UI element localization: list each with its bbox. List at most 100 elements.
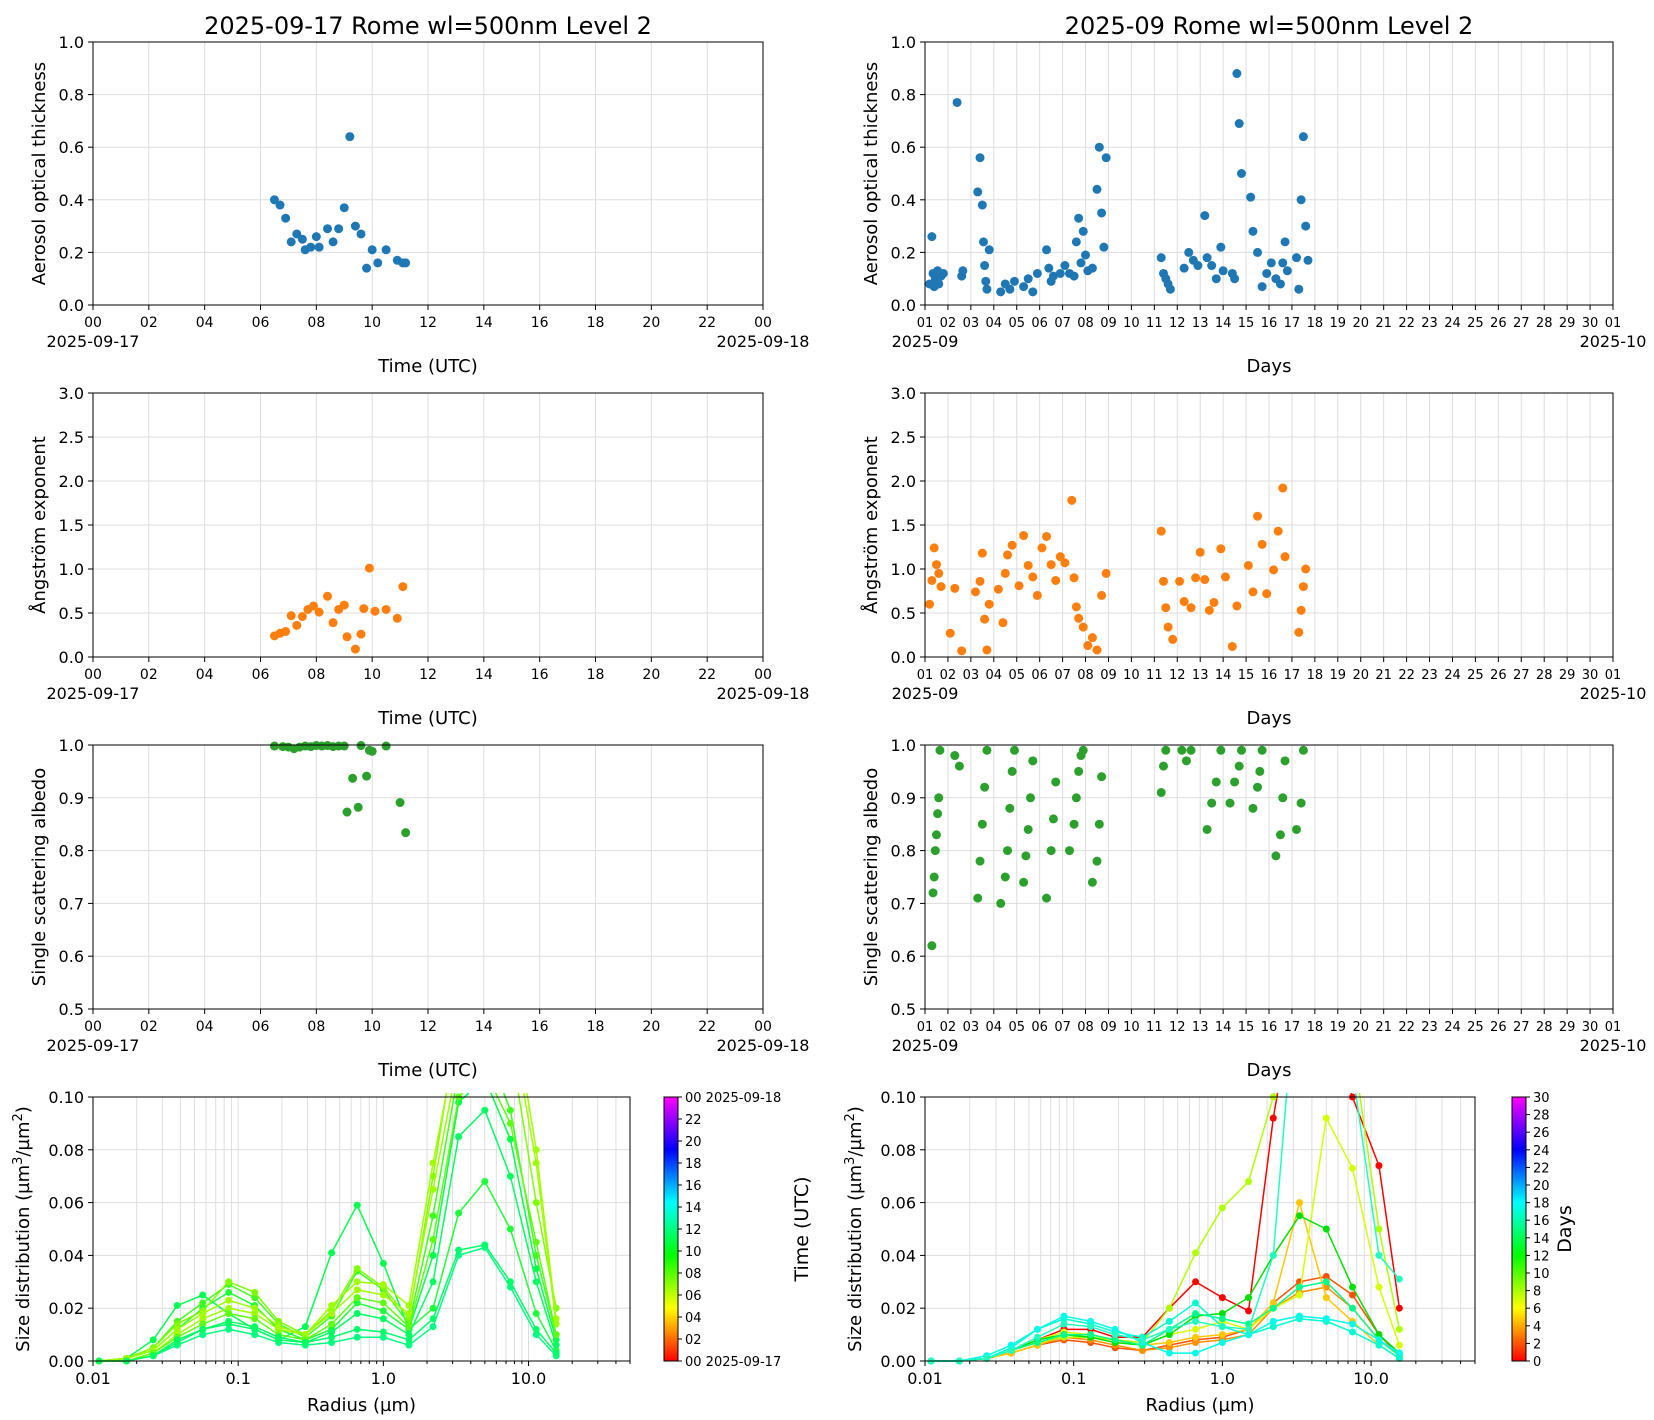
data-point bbox=[1209, 597, 1219, 607]
series-point bbox=[251, 1331, 259, 1339]
data-point bbox=[984, 599, 994, 609]
series-point bbox=[1322, 1278, 1330, 1286]
series-point bbox=[251, 1309, 259, 1317]
series-point bbox=[429, 1315, 437, 1323]
series-point bbox=[1192, 1249, 1200, 1257]
series-line bbox=[99, 1108, 557, 1362]
x-tick-label: 10 bbox=[363, 315, 381, 331]
series-point bbox=[532, 1199, 540, 1207]
data-point bbox=[1292, 253, 1302, 263]
x-tick-label: 18 bbox=[587, 1019, 605, 1035]
x-tick-label: 12 bbox=[1169, 668, 1186, 683]
series-point bbox=[532, 1265, 540, 1273]
data-point bbox=[945, 628, 955, 638]
series-point bbox=[455, 1246, 463, 1254]
data-point bbox=[1296, 195, 1306, 205]
data-point bbox=[1044, 263, 1054, 273]
data-point bbox=[1248, 226, 1258, 236]
data-point bbox=[1074, 766, 1084, 776]
data-point bbox=[1177, 745, 1187, 755]
data-point bbox=[925, 599, 935, 609]
data-point bbox=[1074, 213, 1084, 223]
x-date-start-label: 2025-09-17 bbox=[47, 1036, 140, 1055]
data-point bbox=[1234, 119, 1244, 129]
series-point bbox=[481, 1177, 489, 1185]
y-tick-label: 0.0 bbox=[891, 296, 916, 315]
colorbar-tick-label: 12 bbox=[1533, 1249, 1550, 1264]
data-point bbox=[1048, 271, 1058, 281]
data-point bbox=[1236, 745, 1246, 755]
data-point bbox=[1003, 550, 1013, 560]
data-point bbox=[1023, 824, 1033, 834]
series-point bbox=[1218, 1309, 1226, 1317]
data-point bbox=[982, 284, 992, 294]
series-point bbox=[353, 1325, 361, 1333]
x-date-start-label: 2025-09 bbox=[892, 684, 959, 703]
series-point bbox=[328, 1339, 336, 1347]
x-tick-label: 16 bbox=[531, 667, 549, 683]
x-tick-label: 13 bbox=[1192, 316, 1209, 331]
data-point bbox=[1060, 261, 1070, 271]
series-point bbox=[301, 1331, 309, 1339]
data-point bbox=[1069, 819, 1079, 829]
x-date-end-label: 2025-09-18 bbox=[717, 332, 810, 351]
series-point bbox=[225, 1317, 233, 1325]
data-point bbox=[1097, 590, 1107, 600]
x-tick-label: 20 bbox=[1352, 316, 1369, 331]
y-tick-label: 2.5 bbox=[59, 428, 84, 447]
y-tick-label: 0.02 bbox=[880, 1299, 916, 1318]
y-tick-label: 0.9 bbox=[891, 789, 916, 808]
data-point bbox=[1076, 258, 1086, 268]
data-point bbox=[356, 629, 366, 639]
y-tick-label: 0.7 bbox=[59, 894, 84, 913]
data-point bbox=[1081, 250, 1091, 260]
x-tick-label: 09 bbox=[1100, 1020, 1117, 1035]
series-point bbox=[1192, 1339, 1200, 1347]
data-point bbox=[1042, 893, 1052, 903]
data-point bbox=[328, 237, 338, 247]
data-point bbox=[1161, 603, 1171, 613]
data-point bbox=[1067, 495, 1077, 505]
colorbar-tick-label: 14 bbox=[685, 1201, 702, 1216]
x-tick-label: 0.1 bbox=[1061, 1369, 1086, 1388]
colorbar-tick-label: 6 bbox=[1533, 1302, 1541, 1317]
data-point bbox=[1014, 581, 1024, 591]
data-point bbox=[1069, 271, 1079, 281]
series-point bbox=[1138, 1346, 1146, 1354]
series-point bbox=[1245, 1294, 1253, 1302]
x-tick-label: 15 bbox=[1238, 668, 1255, 683]
series-point bbox=[552, 1349, 560, 1357]
series-point bbox=[328, 1333, 336, 1341]
colorbar-tick-label: 20 bbox=[1533, 1179, 1550, 1194]
series-point bbox=[1218, 1339, 1226, 1347]
x-tick-label: 23 bbox=[1421, 668, 1438, 683]
data-point bbox=[980, 261, 990, 271]
series-point bbox=[1007, 1341, 1015, 1349]
data-point bbox=[1227, 641, 1237, 651]
data-point bbox=[1087, 877, 1097, 887]
data-point bbox=[1025, 793, 1035, 803]
series-point bbox=[455, 1028, 462, 1035]
series-point bbox=[353, 1265, 361, 1273]
x-tick-label: 06 bbox=[1031, 1020, 1048, 1035]
series-point bbox=[1295, 1291, 1303, 1299]
data-point bbox=[1298, 745, 1308, 755]
series-point bbox=[1296, 935, 1303, 942]
data-point bbox=[996, 287, 1006, 297]
series-point bbox=[251, 1288, 259, 1296]
series-point bbox=[1395, 1354, 1403, 1362]
data-point bbox=[1193, 261, 1203, 271]
series-point bbox=[1192, 1278, 1200, 1286]
x-tick-label: 22 bbox=[1398, 1020, 1415, 1035]
x-tick-label: 29 bbox=[1559, 316, 1576, 331]
y-tick-label: 0.5 bbox=[59, 1000, 84, 1019]
data-point bbox=[348, 773, 358, 783]
x-tick-label: 27 bbox=[1513, 668, 1530, 683]
series-point bbox=[506, 1119, 514, 1127]
series-point bbox=[1165, 1344, 1173, 1352]
series-point bbox=[353, 1294, 361, 1302]
series-point bbox=[481, 988, 488, 995]
series-point bbox=[1007, 1346, 1015, 1354]
data-point bbox=[1207, 798, 1217, 808]
